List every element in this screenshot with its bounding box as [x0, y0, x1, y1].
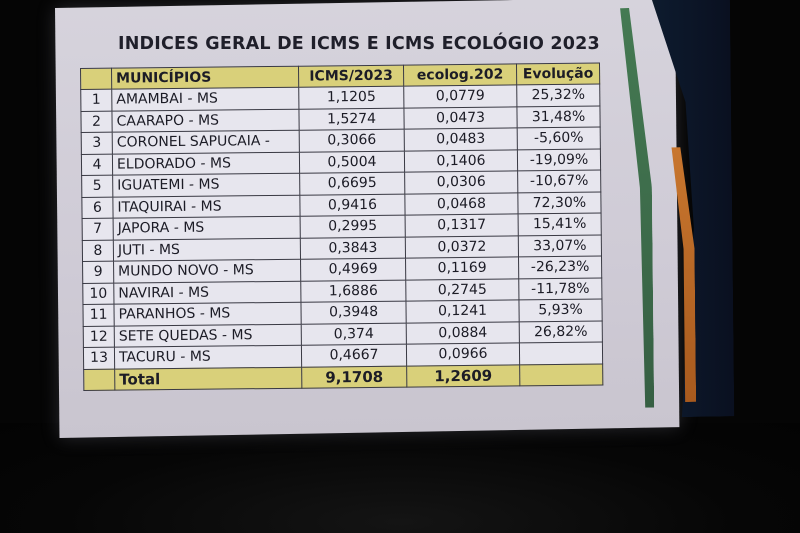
row-icms: 0,3843: [300, 236, 406, 260]
row-municipio: PARANHOS - MS: [113, 302, 302, 326]
row-evolucao: -10,67%: [517, 170, 601, 193]
row-icms: 0,3948: [300, 301, 407, 324]
row-ecolog: 0,0468: [404, 192, 519, 216]
row-evolucao: 26,82%: [519, 320, 603, 343]
dark-floor: [0, 423, 800, 533]
row-ecolog: 0,0306: [404, 170, 518, 194]
row-number: 1: [80, 89, 112, 111]
row-evolucao: 25,32%: [516, 84, 600, 107]
row-icms: 0,3066: [299, 129, 405, 152]
row-evolucao: -19,09%: [517, 148, 601, 171]
row-ecolog: 0,1241: [405, 299, 520, 323]
row-municipio: IGUATEMI - MS: [112, 173, 300, 197]
total-label: Total: [114, 366, 302, 391]
header-municipio: MUNICÍPIOS: [111, 66, 299, 90]
row-municipio: AMAMBAI - MS: [111, 87, 299, 111]
header-number: [80, 68, 112, 90]
row-municipio: CORONEL SAPUCAIA -: [112, 130, 300, 154]
row-evolucao: 33,07%: [518, 234, 602, 257]
row-municipio: ITAQUIRAI - MS: [112, 194, 301, 219]
row-ecolog: 0,0884: [406, 321, 520, 345]
row-number: 8: [82, 239, 114, 262]
row-municipio: SETE QUEDAS - MS: [114, 323, 302, 348]
row-number: 10: [82, 282, 114, 305]
row-icms: 0,6695: [299, 172, 405, 195]
row-number: 3: [81, 132, 113, 154]
row-number: 2: [80, 110, 113, 133]
total-blank-cell: [83, 368, 115, 391]
icms-table: MUNICÍPIOS ICMS/2023 ecolog.202 Evolução…: [80, 63, 603, 391]
row-municipio: JAPORA - MS: [113, 216, 301, 240]
row-icms: 0,374: [301, 322, 407, 346]
row-icms: 1,6886: [300, 279, 406, 303]
row-number: 5: [81, 175, 113, 197]
row-number: 7: [82, 218, 114, 240]
row-evolucao: -11,78%: [518, 277, 602, 300]
row-icms: 1,1205: [298, 86, 404, 109]
header-icms: ICMS/2023: [298, 65, 404, 88]
row-icms: 0,9416: [299, 193, 406, 217]
row-number: 12: [83, 325, 115, 348]
row-number: 6: [81, 196, 114, 219]
row-ecolog: 0,0473: [403, 106, 518, 130]
row-ecolog: 0,0779: [403, 84, 517, 108]
row-ecolog: 0,1169: [405, 256, 519, 280]
row-evolucao: -26,23%: [518, 256, 602, 279]
row-ecolog: 0,0483: [404, 127, 518, 151]
row-ecolog: 0,1317: [405, 213, 519, 237]
row-evolucao: 72,30%: [517, 191, 602, 214]
row-ecolog: 0,0966: [406, 342, 520, 366]
row-municipio: JUTI - MS: [113, 237, 301, 262]
row-icms: 0,4969: [300, 258, 406, 281]
total-evolucao-blank: [519, 363, 603, 386]
row-evolucao: 31,48%: [516, 105, 601, 128]
row-municipio: MUNDO NOVO - MS: [113, 259, 301, 283]
row-icms: 0,4667: [301, 344, 407, 367]
row-ecolog: 0,2745: [405, 278, 519, 302]
row-evolucao: 15,41%: [518, 213, 602, 236]
header-evolucao: Evolução: [516, 63, 600, 85]
row-ecolog: 0,0372: [405, 235, 519, 259]
row-municipio: TACURU - MS: [114, 345, 302, 369]
header-ecolog: ecolog.202: [403, 63, 517, 87]
row-number: 9: [82, 261, 114, 283]
row-evolucao: [519, 342, 603, 365]
row-icms: 0,5004: [299, 150, 405, 174]
row-evolucao: 5,93%: [518, 299, 603, 322]
total-icms: 9,1708: [301, 365, 407, 389]
row-icms: 0,2995: [300, 215, 406, 238]
row-ecolog: 0,1406: [404, 149, 518, 173]
row-icms: 1,5274: [298, 107, 405, 131]
row-number: 4: [81, 153, 113, 176]
row-number: 11: [82, 304, 115, 326]
row-municipio: CAARAPO - MS: [111, 108, 300, 133]
row-municipio: ELDORADO - MS: [112, 151, 300, 176]
green-stripe-decoration: [620, 8, 654, 409]
row-number: 13: [83, 347, 115, 369]
slide-title: INDICES GERAL DE ICMS E ICMS ECOLÓGIO 20…: [118, 34, 600, 54]
row-municipio: NAVIRAI - MS: [113, 280, 301, 305]
row-evolucao: -5,60%: [517, 127, 601, 150]
total-ecolog: 1,2609: [406, 364, 520, 388]
